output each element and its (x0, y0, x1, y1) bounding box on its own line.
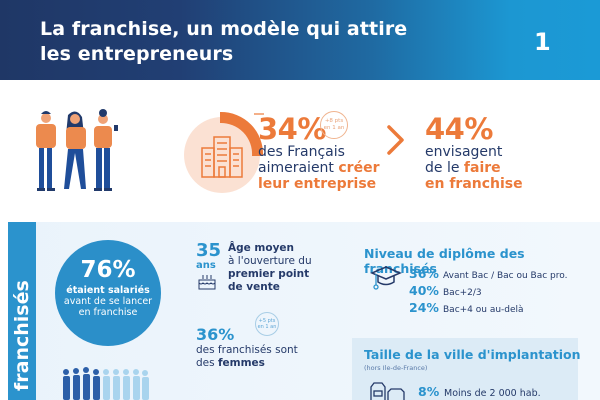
section-side-label: franchisés (8, 222, 36, 400)
building-icon (184, 111, 264, 193)
stat-value: 34% (258, 112, 326, 146)
age-description: Âge moyen à l'ouverture du premier point… (228, 242, 312, 293)
stat-create-business: 34% des Français aimeraient créer leur e… (258, 114, 379, 192)
page-title: La franchise, un modèle qui attire les e… (40, 18, 408, 65)
chevron-right-icon (387, 125, 404, 155)
trend-badge: +8 pts en 1 an (320, 111, 348, 139)
town-size-subtitle: (hors Ile-de-France) (364, 364, 428, 372)
town-size-title: Taille de la ville d'implantation (364, 347, 581, 362)
page-number: 1 (534, 28, 551, 56)
list-item: 24% Bac+4 ou au-delà (409, 300, 524, 315)
stat-description: des Français aimeraient créer leur entre… (258, 144, 380, 192)
diploma-title: Niveau de diplôme des franchisés (364, 246, 525, 276)
trend-badge: +5 pts en 1 an (255, 312, 279, 336)
graduation-cap-icon (370, 266, 402, 290)
header-banner: La franchise, un modèle qui attire les e… (0, 0, 600, 80)
small-town-icon (370, 382, 405, 400)
stat-average-age: 35 ans (196, 240, 222, 272)
stat-description: envisagent de le faire en franchise (425, 144, 523, 192)
list-item: 36% Avant Bac / Bac ou Bac pro. (409, 266, 568, 281)
diploma-list: 36% Avant Bac / Bac ou Bac pro. 40% Bac+… (409, 266, 567, 317)
stat-franchise-intent: 44% envisagent de le faire en franchise (425, 114, 523, 192)
list-item: 40% Bac+2/3 (409, 283, 482, 298)
people-illustration-icon (36, 109, 118, 191)
stat-former-employees: 76% étaient salariés avant de se lancer … (55, 240, 161, 346)
team-illustration-icon (63, 367, 149, 400)
stat-value: 44% (425, 112, 493, 146)
list-item: 8% Moins de 2 000 hab. (418, 384, 541, 399)
birthday-cake-icon (198, 275, 216, 290)
stat-women-share: 36% des franchisés sont des femmes (196, 325, 298, 370)
